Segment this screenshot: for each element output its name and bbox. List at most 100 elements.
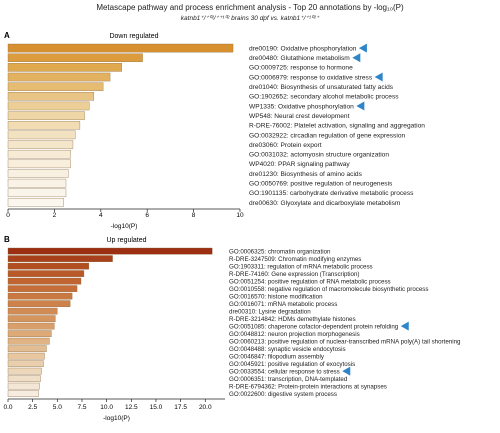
category-label: GO:0031032: actomyosin structure organiz… xyxy=(249,152,389,159)
bar xyxy=(7,270,85,277)
category-label: GO:0022600: digestive system process xyxy=(229,391,337,398)
x-tick-label: 8 xyxy=(192,212,196,219)
bar xyxy=(7,367,42,375)
panel-title: Down regulated xyxy=(109,33,158,40)
category-label: GO:0006351: transcription, DNA-templated xyxy=(229,376,348,383)
category-label: dre00310: Lysine degradation xyxy=(229,308,311,315)
x-tick-label: 2.5 xyxy=(28,404,37,411)
category-label: WP548: Neural crest development xyxy=(249,113,350,120)
highlight-marker xyxy=(400,321,409,331)
x-tick-label: 5.0 xyxy=(53,404,62,411)
bar xyxy=(7,277,82,285)
bar xyxy=(7,149,71,159)
figure-title: Metascape pathway and process enrichment… xyxy=(96,3,404,12)
bar xyxy=(7,169,69,178)
panel-letter: B xyxy=(4,235,10,244)
bar xyxy=(7,322,55,330)
x-tick-label: 0.0 xyxy=(3,404,12,411)
bar xyxy=(7,352,45,360)
category-label: GO:0006325: chromatin organization xyxy=(229,248,331,255)
category-label: WP1335: Oxidative phosphorylation xyxy=(249,103,354,110)
bar xyxy=(7,82,104,91)
category-label: GO:0032922: circadian regulation of gene… xyxy=(249,132,405,139)
category-label: R-DRE-6794362: Protein-protein interacti… xyxy=(229,383,387,390)
category-label: GO:0060213: positive regulation of nucle… xyxy=(229,338,461,345)
highlight-marker xyxy=(356,101,365,111)
category-label: GO:0048488: synaptic vesicle endocytosis xyxy=(229,346,346,353)
x-axis-label: -log10(P) xyxy=(103,415,130,422)
category-label: R-DRE-74160: Gene expression (Transcript… xyxy=(229,271,359,278)
x-tick-label: 15.0 xyxy=(150,404,163,411)
bar xyxy=(7,345,47,352)
bar xyxy=(7,262,90,270)
bar xyxy=(7,72,111,82)
category-label: GO:0016071: mRNA metabolic process xyxy=(229,301,337,308)
panel-title: Up regulated xyxy=(106,237,146,244)
category-label: dre00480: Glutathione metabolism xyxy=(249,55,350,62)
figure-subtitle: katnb1⁺/⁺⁰²/⁺⁺¹⁰² brains 30 dpf vs. katn… xyxy=(180,15,320,22)
bar xyxy=(7,300,71,307)
category-label: dre01230: Biosynthesis of amino acids xyxy=(249,171,363,178)
x-tick-label: 12.5 xyxy=(125,404,138,411)
panel-letter: A xyxy=(4,31,10,40)
x-tick-label: 10 xyxy=(236,212,244,219)
bar xyxy=(7,330,52,337)
bar xyxy=(7,101,90,111)
category-label: GO:0050769: positive regulation of neuro… xyxy=(249,181,393,188)
x-tick-label: 2 xyxy=(53,212,57,219)
x-tick-label: 17.5 xyxy=(174,404,187,411)
x-tick-label: 7.5 xyxy=(77,404,86,411)
bar xyxy=(7,247,213,255)
bar xyxy=(7,111,85,120)
bar xyxy=(7,307,58,315)
bar xyxy=(7,43,234,53)
bar xyxy=(7,375,41,382)
category-label: GO:1902652: secondary alcohol metabolic … xyxy=(249,94,399,101)
highlight-marker xyxy=(352,53,361,63)
bar xyxy=(7,140,74,149)
bar xyxy=(7,130,76,140)
bar xyxy=(7,188,67,198)
highlight-marker xyxy=(358,43,367,53)
bar xyxy=(7,255,113,262)
category-label: dre00190: Oxidative phosphorylation xyxy=(249,45,357,52)
bar xyxy=(7,360,44,367)
bar xyxy=(7,198,64,207)
bar xyxy=(7,390,39,397)
x-tick-label: 6 xyxy=(145,212,149,219)
x-tick-label: 4 xyxy=(99,212,103,219)
bar xyxy=(7,285,78,292)
category-label: GO:0046847: filopodium assembly xyxy=(229,353,325,360)
category-label: GO:0045921: positive regulation of exocy… xyxy=(229,361,355,368)
bar xyxy=(7,159,71,169)
category-label: GO:0016570: histone modification xyxy=(229,293,323,300)
category-label: dre01040: Biosynthesis of unsaturated fa… xyxy=(249,84,394,91)
bar xyxy=(7,178,67,188)
category-label: GO:0009725: response to hormone xyxy=(249,65,353,72)
category-label: R-DRE-3214842: HDMs demethylate histones xyxy=(229,316,356,323)
x-tick-label: 0 xyxy=(6,212,10,219)
category-label: GO:0010558: negative regulation of macro… xyxy=(229,286,429,293)
bar xyxy=(7,63,122,72)
bar xyxy=(7,92,95,101)
category-label: dre00630: Glyoxylate and dicarboxylate m… xyxy=(249,200,401,207)
category-label: GO:0051254: positive regulation of RNA m… xyxy=(229,278,391,285)
x-tick-label: 10.0 xyxy=(100,404,113,411)
category-label: GO:1901135: carbohydrate derivative meta… xyxy=(249,190,414,197)
category-label: GO:0033554: cellular response to stress xyxy=(229,368,340,375)
category-label: GO:0006979: response to oxidative stress xyxy=(249,74,373,81)
bar xyxy=(7,292,73,300)
x-tick-label: 20.0 xyxy=(199,404,212,411)
bar xyxy=(7,53,143,62)
category-label: R-DRE-3247509: Chromatin modifying enzym… xyxy=(229,256,361,263)
x-axis-label: -log10(P) xyxy=(111,223,138,230)
category-label: GO:0051085: chaperone cofactor-dependent… xyxy=(229,323,399,330)
category-label: WP4020: PPAR signaling pathway xyxy=(249,161,350,168)
bar xyxy=(7,337,50,345)
highlight-marker xyxy=(374,72,383,82)
highlight-marker xyxy=(342,366,351,376)
bar xyxy=(7,315,56,322)
category-label: GO:1903311: regulation of mRNA metabolic… xyxy=(229,263,373,270)
category-label: GO:0048812: neuron projection morphogene… xyxy=(229,331,360,338)
